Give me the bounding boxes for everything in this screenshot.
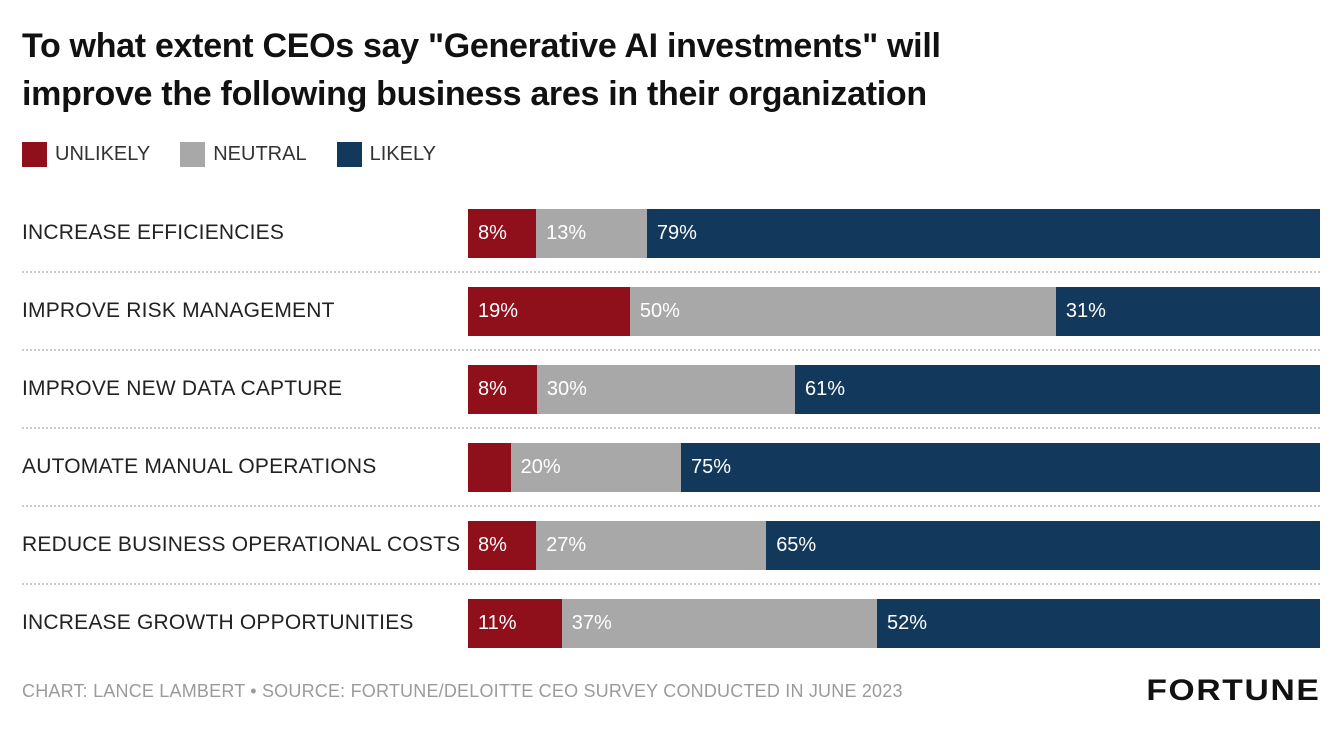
bar-value-label: 50% (639, 299, 680, 322)
legend: UNLIKELY NEUTRAL LIKELY (22, 142, 1320, 167)
chart-row: AUTOMATE MANUAL OPERATIONS 20% 75% (22, 427, 1320, 505)
bar-segment-neutral: 13% (536, 208, 647, 258)
stacked-bar: 20% 75% (468, 442, 1320, 492)
category-label: IMPROVE NEW DATA CAPTURE (22, 377, 343, 400)
bar-value-label: 30% (546, 377, 587, 400)
legend-swatch (336, 142, 362, 167)
legend-swatch (22, 142, 47, 167)
bar-value-label: 20% (520, 455, 561, 478)
legend-label: UNLIKELY (55, 143, 151, 165)
bar-segment-likely: 79% (646, 208, 1320, 258)
fortune-logo: FORTUNE (1145, 674, 1320, 707)
bar-value-label: 37% (571, 611, 612, 634)
bar-segment-likely: 61% (795, 364, 1320, 414)
stacked-bar: 8% 13% 79% (468, 208, 1320, 258)
bar-value-label: 79% (656, 221, 697, 244)
category-label: REDUCE BUSINESS OPERATIONAL COSTS (22, 533, 461, 556)
bar-value-label: 8% (478, 377, 507, 400)
chart-title: To what extent CEOs say "Generative AI i… (22, 22, 1320, 118)
chart-row: INCREASE EFFICIENCIES 8% 13% 79% (22, 195, 1320, 271)
bar-segment-likely: 31% (1055, 286, 1320, 336)
bar-value-label: 8% (478, 221, 507, 244)
bar-segment-neutral: 50% (629, 286, 1056, 336)
chart-rows: INCREASE EFFICIENCIES 8% 13% 79% IMPROVE RIS… (22, 195, 1320, 661)
stacked-bar: 8% 27% 65% (468, 520, 1320, 570)
bar-segment-unlikely (468, 442, 511, 492)
bar-segment-neutral: 20% (510, 442, 681, 492)
bar-segment-neutral: 37% (561, 598, 877, 648)
bar-segment-likely: 75% (680, 442, 1320, 492)
legend-label: LIKELY (369, 143, 436, 165)
chart-row: IMPROVE NEW DATA CAPTURE 8% 30% 61% (22, 349, 1320, 427)
legend-item: LIKELY (336, 142, 436, 167)
category-label: AUTOMATE MANUAL OPERATIONS (22, 455, 377, 478)
legend-swatch (180, 142, 206, 167)
category-label: INCREASE EFFICIENCIES (22, 221, 285, 244)
chart-row: IMPROVE RISK MANAGEMENT 19% 50% 31% (22, 271, 1320, 349)
bar-value-label: 52% (886, 611, 927, 634)
bar-segment-unlikely: 8% (468, 208, 537, 258)
bar-value-label: 19% (478, 299, 519, 322)
bar-segment-unlikely: 11% (468, 598, 562, 648)
chart-row: REDUCE BUSINESS OPERATIONAL COSTS 8% 27% 65… (22, 505, 1320, 583)
bar-value-label: 65% (776, 533, 817, 556)
bar-value-label: 27% (546, 533, 587, 556)
bar-segment-unlikely: 8% (468, 364, 537, 414)
bar-value-label: 11% (478, 611, 517, 634)
chart-title-line1: To what extent CEOs say "Generative AI i… (22, 27, 941, 65)
legend-item: UNLIKELY (22, 142, 150, 167)
chart-title-line2: improve the following business ares in t… (22, 75, 927, 113)
bar-segment-unlikely: 8% (468, 520, 537, 570)
bar-segment-neutral: 30% (536, 364, 796, 414)
bar-value-label: 61% (805, 377, 846, 400)
bar-segment-likely: 52% (876, 598, 1320, 648)
stacked-bar: 8% 30% 61% (468, 364, 1320, 414)
bar-value-label: 75% (690, 455, 732, 478)
bar-segment-unlikely: 19% (468, 286, 630, 336)
bar-value-label: 13% (546, 221, 587, 244)
bar-value-label: 31% (1065, 299, 1106, 322)
category-label: IMPROVE RISK MANAGEMENT (22, 299, 335, 322)
legend-item: NEUTRAL (180, 142, 307, 167)
category-label: INCREASE GROWTH OPPORTUNITIES (22, 611, 414, 634)
stacked-bar: 11% 37% 52% (468, 598, 1320, 648)
footer: CHART: LANCE LAMBERT • SOURCE: FORTUNE/D… (22, 674, 1320, 712)
bar-segment-neutral: 27% (536, 520, 767, 570)
legend-label: NEUTRAL (213, 143, 307, 165)
source-credit: CHART: LANCE LAMBERT • SOURCE: FORTUNE/D… (22, 680, 903, 701)
stacked-bar: 19% 50% 31% (468, 286, 1320, 336)
bar-segment-likely: 65% (766, 520, 1320, 570)
bar-value-label: 8% (478, 533, 507, 556)
chart-row: INCREASE GROWTH OPPORTUNITIES 11% 37% 52% (22, 583, 1320, 661)
